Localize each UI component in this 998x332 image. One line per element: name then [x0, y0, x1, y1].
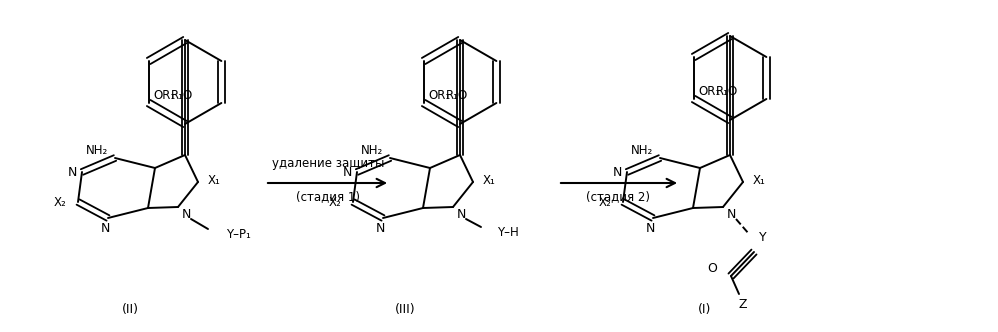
Text: N: N — [375, 221, 384, 234]
Text: X₁: X₁ — [752, 174, 765, 187]
Text: R₁O: R₁O — [717, 85, 739, 98]
Text: NH₂: NH₂ — [361, 143, 383, 156]
Text: N: N — [182, 208, 191, 220]
Text: Z: Z — [739, 297, 748, 310]
Text: Y: Y — [759, 230, 766, 243]
Text: Y–H: Y–H — [497, 225, 519, 238]
Text: OR₁: OR₁ — [699, 85, 721, 98]
Text: NH₂: NH₂ — [631, 143, 653, 156]
Text: X₂: X₂ — [328, 196, 341, 208]
Text: N: N — [646, 221, 655, 234]
Text: Y–P₁: Y–P₁ — [226, 227, 250, 240]
Text: OR₁: OR₁ — [428, 89, 451, 102]
Text: X₂: X₂ — [599, 196, 612, 208]
Text: N: N — [101, 221, 110, 234]
Text: X₁: X₁ — [208, 174, 221, 187]
Text: N: N — [727, 208, 736, 220]
Text: O: O — [708, 262, 717, 275]
Text: N: N — [342, 165, 351, 179]
Text: удаление защиты: удаление защиты — [271, 156, 384, 170]
Text: (III): (III) — [394, 303, 415, 316]
Text: (стадия 1): (стадия 1) — [296, 191, 360, 204]
Text: X₂: X₂ — [54, 196, 67, 208]
Text: (I): (I) — [699, 303, 712, 316]
Text: X₁: X₁ — [483, 174, 495, 187]
Text: (стадия 2): (стадия 2) — [586, 191, 650, 204]
Text: R₁O: R₁O — [171, 89, 194, 102]
Text: R₁O: R₁O — [446, 89, 468, 102]
Text: OR₁: OR₁ — [154, 89, 176, 102]
Text: N: N — [67, 165, 77, 179]
Text: N: N — [456, 208, 466, 220]
Text: (II): (II) — [122, 303, 139, 316]
Text: NH₂: NH₂ — [86, 143, 108, 156]
Text: N: N — [613, 165, 622, 179]
